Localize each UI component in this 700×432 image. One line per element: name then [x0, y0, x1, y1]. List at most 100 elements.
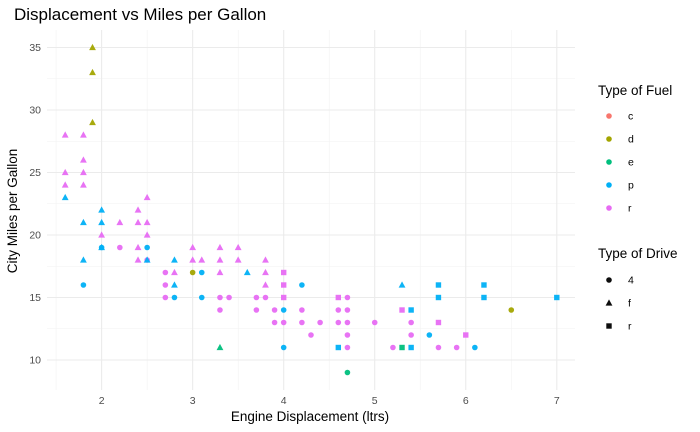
data-point — [134, 218, 142, 226]
data-points — [61, 43, 560, 376]
y-tick-label: 35 — [29, 42, 41, 54]
legend-key-fuel-e — [606, 159, 612, 165]
data-point — [198, 256, 206, 263]
data-point — [217, 307, 223, 313]
data-point — [481, 294, 487, 301]
data-point — [435, 294, 442, 301]
legend-key-drive-4 — [606, 277, 612, 283]
data-point — [390, 344, 396, 351]
grid — [47, 30, 575, 390]
data-point — [98, 218, 106, 226]
data-point — [344, 319, 351, 326]
data-point — [189, 269, 196, 276]
axis-ticks: 2 3 4 5 6 7 10 15 20 25 30 35 — [29, 42, 560, 407]
data-point — [80, 256, 87, 263]
data-point — [435, 319, 442, 326]
data-point — [80, 218, 87, 226]
data-point — [80, 181, 87, 188]
data-point — [344, 294, 351, 301]
data-point — [308, 332, 314, 338]
data-point — [253, 294, 260, 301]
legend-label-drive: r — [628, 321, 632, 333]
data-point — [335, 344, 342, 351]
data-point — [134, 206, 142, 213]
x-axis-title: Engine Displacement (ltrs) — [231, 409, 389, 424]
data-point — [299, 307, 305, 313]
data-point — [162, 269, 169, 276]
data-point — [280, 307, 287, 313]
data-point — [198, 294, 205, 301]
legend-key-fuel-r — [606, 205, 612, 211]
data-point — [408, 344, 414, 351]
chart-title: Displacement vs Miles per Gallon — [14, 5, 266, 24]
x-tick-label: 5 — [372, 395, 378, 407]
data-point — [398, 281, 406, 288]
data-point — [262, 256, 269, 263]
x-tick-label: 6 — [463, 395, 469, 407]
data-point — [280, 282, 287, 288]
x-tick-label: 7 — [554, 395, 560, 407]
data-point — [116, 218, 124, 226]
data-point — [371, 319, 378, 326]
y-tick-label: 30 — [29, 105, 41, 117]
data-point — [162, 294, 169, 301]
data-point — [262, 268, 269, 276]
fuel-legend-title: Type of Fuel — [598, 83, 672, 98]
data-point — [189, 243, 197, 251]
data-point — [216, 268, 224, 276]
data-point — [317, 319, 323, 326]
data-point — [453, 344, 460, 351]
legend-key-fuel-d — [606, 136, 612, 142]
data-point — [61, 193, 69, 201]
y-tick-label: 20 — [29, 230, 41, 242]
data-point — [335, 294, 342, 301]
data-point — [426, 332, 433, 338]
data-point — [408, 332, 414, 338]
legend-label-drive: 4 — [628, 275, 634, 287]
data-point — [61, 168, 69, 176]
legend-label-drive: f — [628, 298, 631, 310]
data-point — [344, 344, 351, 351]
data-point — [344, 307, 351, 313]
data-point — [189, 256, 197, 263]
data-point — [344, 369, 351, 376]
data-point — [80, 168, 87, 176]
data-point — [234, 256, 242, 263]
data-point — [80, 131, 87, 138]
legend-key-fuel-c — [606, 113, 612, 119]
data-point — [143, 193, 151, 201]
data-point — [463, 332, 469, 338]
y-axis-title: City Miles per Gallon — [5, 149, 20, 274]
data-point — [435, 282, 442, 288]
data-point — [243, 268, 251, 276]
data-point — [554, 294, 560, 301]
data-point — [162, 282, 169, 288]
data-point — [280, 269, 287, 276]
data-point — [216, 256, 224, 263]
data-point — [344, 332, 351, 338]
data-point — [171, 281, 178, 288]
data-point — [280, 344, 287, 351]
data-point — [280, 294, 287, 301]
x-tick-label: 3 — [190, 395, 196, 407]
data-point — [80, 156, 87, 163]
data-point — [262, 281, 269, 288]
data-point — [80, 282, 87, 288]
data-point — [98, 244, 105, 251]
data-point — [271, 307, 278, 313]
data-point — [216, 243, 224, 251]
data-point — [408, 319, 414, 326]
y-tick-label: 15 — [29, 292, 41, 304]
data-point — [399, 344, 405, 351]
data-point — [271, 319, 278, 326]
legend-key-fuel-p — [606, 182, 612, 188]
data-point — [98, 206, 106, 213]
data-point — [399, 307, 405, 313]
data-point — [117, 244, 123, 251]
data-point — [143, 218, 151, 226]
data-point — [335, 319, 342, 326]
legend-key-drive-r — [606, 323, 612, 329]
